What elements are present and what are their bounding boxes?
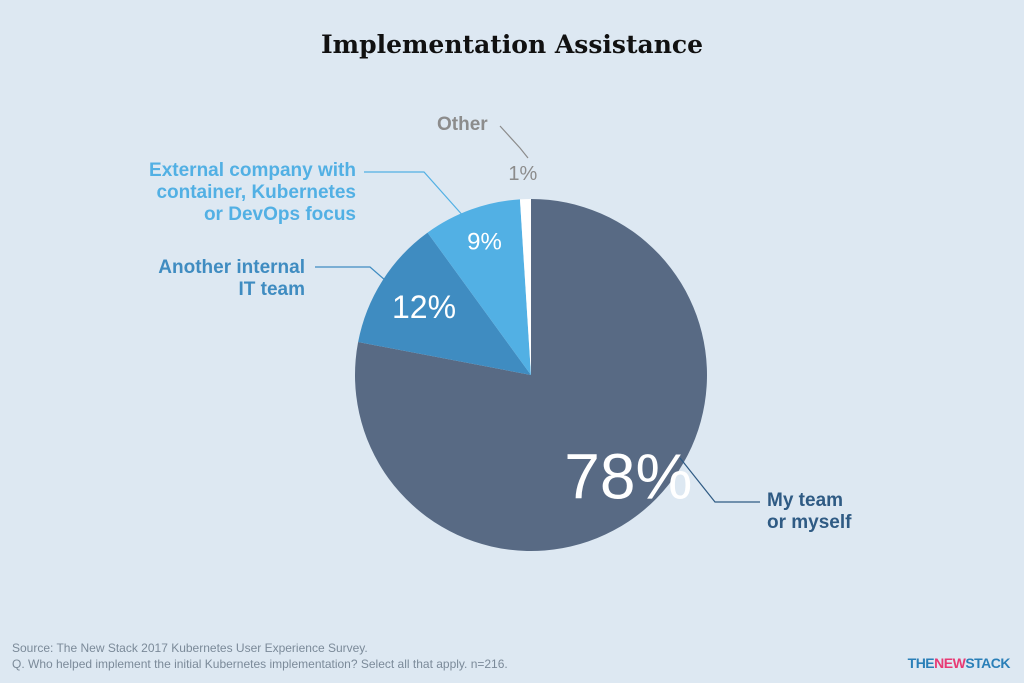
chart-title: Implementation Assistance	[320, 30, 704, 59]
leader-line-2	[364, 171, 466, 219]
leader-line-0	[679, 457, 760, 503]
leader-line-3	[499, 125, 529, 159]
footer-question: Q. Who helped implement the initial Kube…	[12, 657, 508, 671]
label-my-team-line-1: My team	[767, 490, 844, 511]
logo-the: THE	[907, 655, 935, 671]
pie-pct-label-3: 1%	[508, 163, 537, 185]
label-internal-it-line-1: Another internal	[158, 257, 305, 278]
label-my-team: My team or myself	[767, 490, 851, 534]
label-external-line-2: container, Kubernetes	[156, 182, 356, 203]
label-other: Other	[437, 114, 488, 136]
footer-source: Source: The New Stack 2017 Kubernetes Us…	[12, 641, 368, 655]
label-external-company: External company with container, Kuberne…	[149, 160, 356, 226]
the-new-stack-logo: THENEWSTACK	[907, 655, 1011, 671]
label-external-line-3: or DevOps focus	[203, 204, 356, 225]
pie-pct-label-1: 12%	[392, 289, 456, 325]
label-my-team-line-2: or myself	[767, 512, 852, 533]
pie-slice-2	[427, 199, 531, 375]
label-external-line-1: External company with	[149, 160, 356, 181]
label-other-line-1: Other	[437, 114, 488, 135]
logo-stack: STACK	[965, 655, 1010, 671]
label-internal-it: Another internal IT team	[158, 257, 305, 301]
pie-slice-1	[358, 232, 531, 375]
pie-pct-label-0: 78%	[564, 440, 692, 512]
logo-new: NEW	[934, 655, 966, 671]
pie-pct-label-2: 9%	[467, 228, 502, 255]
label-internal-it-line-2: IT team	[238, 279, 305, 300]
pie-slice-3	[519, 199, 531, 375]
leader-line-1	[315, 266, 386, 281]
